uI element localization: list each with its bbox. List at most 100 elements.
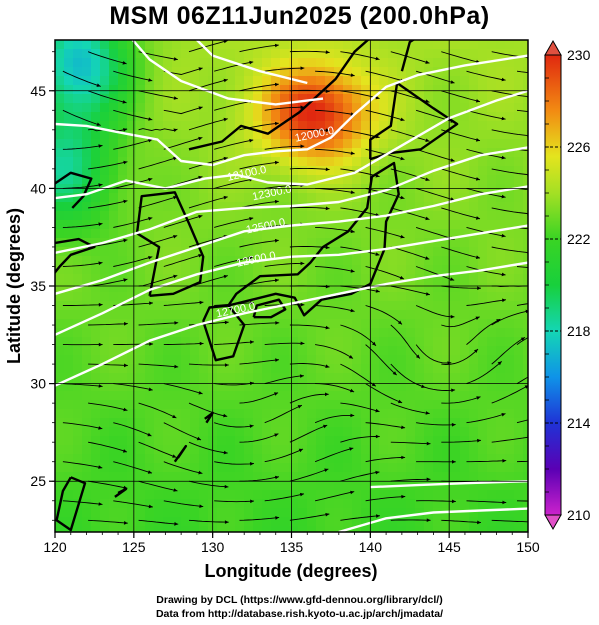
heat-cell [82,427,92,437]
streamline [188,363,229,366]
heat-cell [370,454,380,464]
heat-cell [469,184,479,194]
heat-cell [361,355,371,365]
heat-cell [352,211,362,221]
heat-cell [136,319,146,329]
heat-cell [352,400,362,410]
heat-cell [55,121,65,131]
heat-cell [343,517,353,527]
heat-cell [253,85,263,95]
streamline [113,461,153,474]
streamline [62,461,103,469]
heat-cell [451,40,461,50]
heat-cell [397,508,407,518]
heat-cell [496,481,506,491]
heat-cell [82,58,92,68]
heat-cell [478,427,488,437]
streamline-arrow [577,351,581,355]
heat-cell [478,139,488,149]
heat-cell [379,157,389,167]
heat-cell [379,400,389,410]
heat-cell [55,283,65,293]
heat-cell [253,517,263,527]
heat-cell [91,76,101,86]
heat-cell [190,58,200,68]
heat-cell [91,508,101,518]
heat-cell [397,382,407,392]
heat-cell [523,301,528,311]
heat-cell [469,409,479,419]
heat-cell [379,112,389,122]
heat-cell [487,184,497,194]
heat-cell [478,121,488,131]
streamline [441,51,481,64]
heat-cell [82,265,92,275]
heat-cell [307,202,317,212]
heat-cell [127,463,137,473]
x-tick-label: 135 [280,539,304,555]
heat-cell [343,427,353,437]
heat-cell [145,391,155,401]
heat-cell [172,265,182,275]
heat-cell [199,328,209,338]
heat-cell [244,364,254,374]
heat-cell [370,346,380,356]
heat-cell [154,121,164,131]
heat-cell [271,193,281,203]
heat-cell [352,328,362,338]
heat-cell [82,310,92,320]
heat-cell [523,121,528,131]
heat-cell [514,454,524,464]
heat-cell [442,391,452,401]
heat-cell [226,40,236,50]
streamline-arrow [371,382,376,387]
heat-cell [352,499,362,509]
heat-cell [271,337,281,347]
heat-cell [505,112,515,122]
heat-cell [379,373,389,383]
heat-cell [262,184,272,194]
heat-cell [235,346,245,356]
heat-cell [442,499,452,509]
heat-cell [442,175,452,185]
heat-cell [523,355,528,365]
heat-cell [523,184,528,194]
heat-cell [514,274,524,284]
heat-cell [127,175,137,185]
heat-cell [181,265,191,275]
heat-cell [316,256,326,266]
heat-cell [244,526,254,532]
heat-cell [361,382,371,392]
heat-cell [118,373,128,383]
heat-cell [253,193,263,203]
streamline-arrow [425,292,430,296]
heat-cell [379,58,389,68]
heat-cell [433,481,443,491]
heat-cell [253,481,263,491]
heat-cell [226,238,236,248]
heat-cell [181,382,191,392]
heat-cell [451,490,461,500]
heat-cell [343,184,353,194]
heat-cell [118,292,128,302]
heat-cell [280,499,290,509]
streamline-arrow [426,518,431,522]
streamline-arrow [300,144,305,149]
heat-cell [109,112,119,122]
heat-cell [109,391,119,401]
heat-cell [262,274,272,284]
heat-cell [154,67,164,77]
heat-cell [217,175,227,185]
heat-cell [244,481,254,491]
heat-cell [235,319,245,329]
heat-cell [262,364,272,374]
streamline [415,344,452,364]
streamline-arrow [399,275,404,280]
heat-cell [523,400,528,410]
heat-cell [388,283,398,293]
heat-cell [217,508,227,518]
streamline-arrow [375,289,380,293]
x-tick-label: 130 [201,539,225,555]
heat-cell [379,202,389,212]
heat-cell [487,373,497,383]
